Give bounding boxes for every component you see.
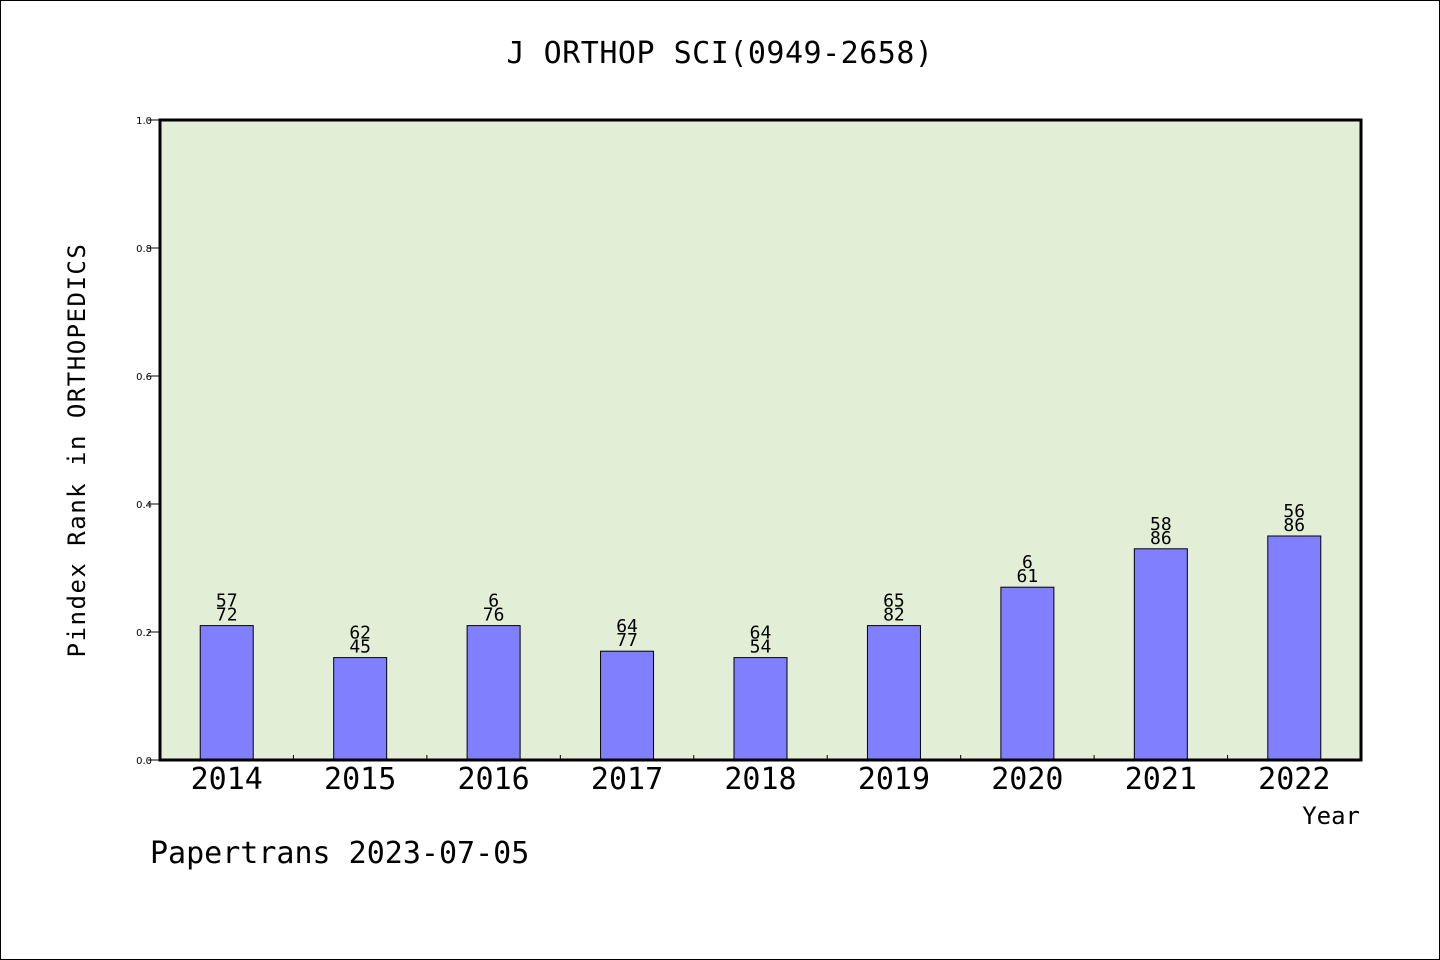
bar-label-bottom: 86 — [1150, 528, 1172, 549]
y-tick-label: 1.0 — [136, 116, 152, 127]
bar — [733, 657, 788, 761]
bar — [1267, 535, 1322, 761]
bar-label-bottom: 54 — [750, 637, 772, 658]
bar-label-top: 56 — [1283, 501, 1305, 522]
bar-label-bottom: 76 — [483, 605, 505, 626]
bar-label-bottom: 86 — [1283, 515, 1305, 536]
bar-label-top: 57 — [216, 591, 238, 612]
x-tick-label: 2021 — [1125, 762, 1197, 797]
bar — [466, 625, 521, 761]
bar-label-top: 64 — [616, 616, 638, 637]
y-tick-label: 0.4 — [136, 500, 152, 511]
bar-label-bottom: 61 — [1017, 566, 1039, 587]
bar-label-bottom: 77 — [616, 630, 638, 651]
bar-label-top: 6 — [1022, 552, 1033, 573]
bar — [199, 625, 254, 761]
bar-label-top: 62 — [349, 623, 371, 644]
bar-label-bottom: 82 — [883, 605, 905, 626]
y-tick-label: 0.8 — [136, 244, 152, 255]
bar-label-top: 6 — [488, 591, 499, 612]
plot-border — [158, 118, 1363, 762]
x-tick-label: 2016 — [457, 762, 529, 797]
x-tick-label: 2014 — [191, 762, 263, 797]
bar-label-top: 58 — [1150, 514, 1172, 535]
x-tick-label: 2017 — [591, 762, 663, 797]
x-tick-label: 2019 — [858, 762, 930, 797]
chart-title: J ORTHOP SCI(0949-2658) — [506, 36, 934, 71]
x-tick-label: 2022 — [1258, 762, 1330, 797]
footer-credit: Papertrans 2023-07-05 — [150, 836, 530, 871]
bar-label-top: 64 — [750, 623, 772, 644]
bar — [600, 650, 655, 761]
bar-label-bottom: 72 — [216, 605, 238, 626]
y-tick-label: 0.2 — [136, 628, 152, 639]
bar — [1000, 586, 1055, 761]
x-tick-label: 2020 — [991, 762, 1063, 797]
x-tick-label: 2015 — [324, 762, 396, 797]
x-tick-label: 2018 — [724, 762, 796, 797]
bar — [333, 657, 388, 761]
x-axis-label: Year — [1302, 802, 1360, 830]
bar-label-bottom: 45 — [349, 637, 371, 658]
bar — [866, 625, 921, 761]
y-tick-label: 0.6 — [136, 372, 152, 383]
y-tick-label: 0.0 — [136, 756, 152, 767]
bar-label-top: 65 — [883, 591, 905, 612]
bar — [1133, 548, 1188, 761]
